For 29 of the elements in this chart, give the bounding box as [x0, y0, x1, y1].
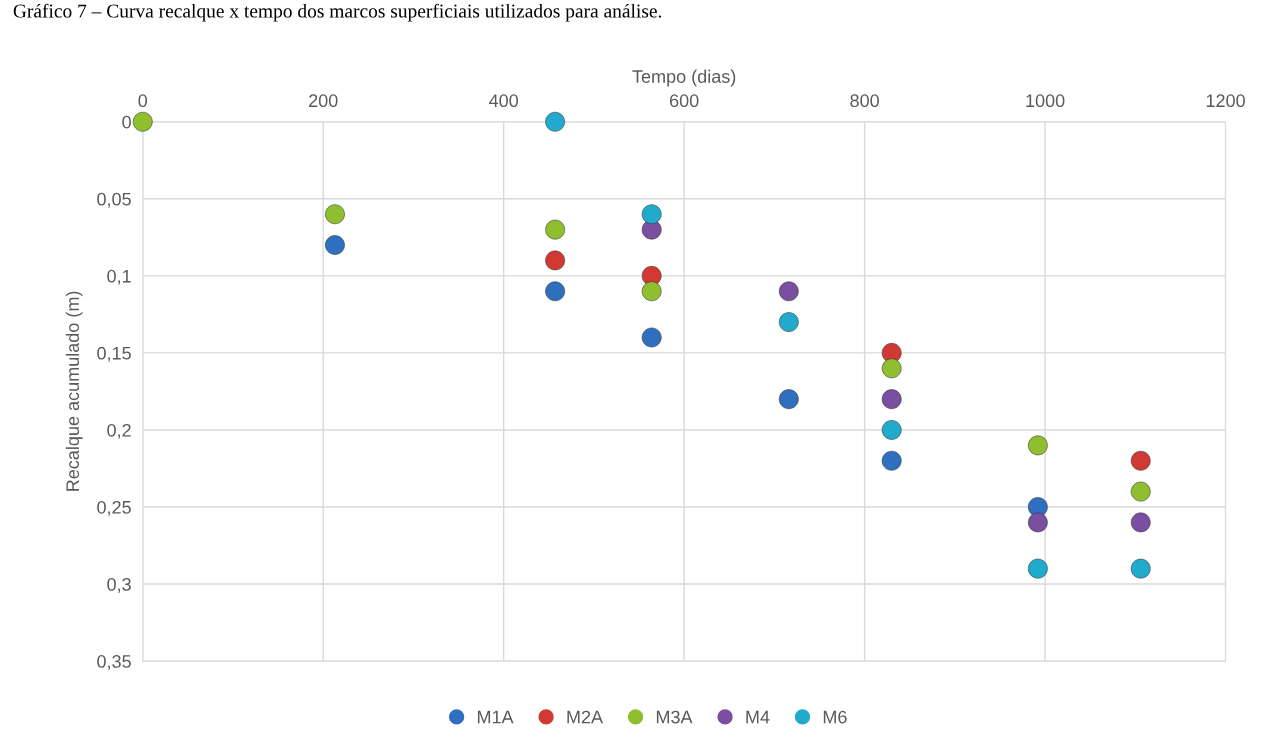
y-tick-label: 0,3 — [107, 577, 131, 593]
y-tick-label: 0,05 — [97, 192, 131, 208]
y-tick-label: 0,15 — [97, 346, 131, 362]
legend-label: M6 — [823, 710, 847, 724]
legend-label: M1A — [477, 710, 514, 724]
legend-label: M3A — [656, 710, 693, 724]
legend-label: M4 — [746, 710, 770, 724]
x-tick-label: 1000 — [1026, 94, 1065, 108]
x-tick-label: 200 — [309, 94, 338, 108]
chart-title: Gráfico 7 – Curva recalque x tempo dos marcos superficiais utilizados para análise. — [13, 3, 662, 22]
x-axis-title: Tempo (dias) — [632, 69, 736, 87]
y-tick-label: 0,25 — [97, 500, 131, 516]
y-tick-label: 0,35 — [97, 655, 131, 670]
y-tick-label: 0,2 — [107, 423, 131, 439]
point — [545, 219, 565, 240]
point — [881, 389, 902, 409]
x-tick-label: 1200 — [1206, 94, 1245, 108]
point — [1130, 481, 1151, 502]
point — [778, 389, 799, 409]
y-axis-title: Recalque acumulado (m) — [65, 291, 83, 491]
x-tick-label: 600 — [670, 94, 699, 108]
point — [325, 204, 345, 225]
x-tick-label: 800 — [850, 94, 879, 108]
point — [778, 281, 799, 302]
legend-label: M2A — [567, 710, 604, 724]
x-tick-label: 400 — [489, 94, 519, 108]
y-tick-label: 0 — [122, 115, 131, 129]
x-tick-label: 0 — [138, 94, 148, 108]
y-tick-label: 0,1 — [107, 269, 131, 285]
